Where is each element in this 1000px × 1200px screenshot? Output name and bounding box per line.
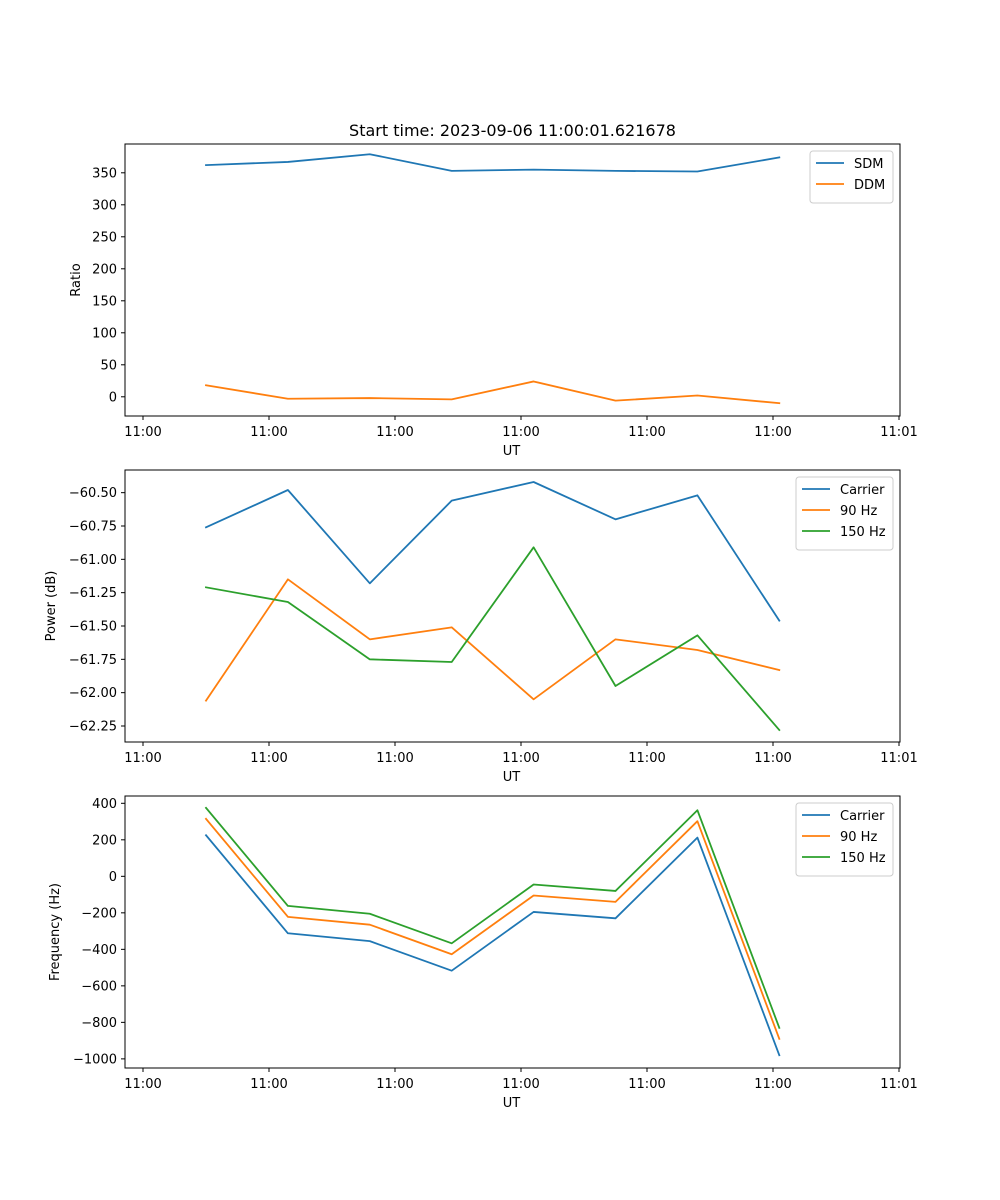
chart-figure: Start time: 2023-09-06 11:00:01.621678 11… xyxy=(0,0,1000,1200)
y-tick-label: −61.00 xyxy=(69,553,117,568)
x-tick-label: 11:00 xyxy=(502,751,539,766)
y-axis-label: Power (dB) xyxy=(44,571,59,642)
y-tick-label: −62.00 xyxy=(69,686,117,701)
y-tick-label: 0 xyxy=(109,870,117,885)
y-tick-label: −1000 xyxy=(73,1052,117,1067)
y-tick-label: 50 xyxy=(100,358,117,373)
y-tick-label: 200 xyxy=(92,262,117,277)
y-tick-label: −60.50 xyxy=(69,486,117,501)
x-tick-label: 11:00 xyxy=(628,1077,665,1092)
x-tick-label: 11:00 xyxy=(754,1077,791,1092)
y-tick-label: −400 xyxy=(81,943,117,958)
x-tick-label: 11:00 xyxy=(376,425,413,440)
x-tick-label: 11:00 xyxy=(502,1077,539,1092)
x-tick-label: 11:00 xyxy=(250,751,287,766)
y-tick-label: 100 xyxy=(92,326,117,341)
y-tick-label: −61.25 xyxy=(69,586,117,601)
y-tick-label: 400 xyxy=(92,797,117,812)
legend-label: Carrier xyxy=(840,809,885,824)
y-tick-label: −800 xyxy=(81,1016,117,1031)
x-tick-label: 11:00 xyxy=(124,425,161,440)
chart-title: Start time: 2023-09-06 11:00:01.621678 xyxy=(349,121,676,140)
legend-label: SDM xyxy=(854,157,883,172)
y-tick-label: −61.50 xyxy=(69,620,117,635)
y-tick-label: −61.75 xyxy=(69,653,117,668)
x-tick-label: 11:00 xyxy=(754,425,791,440)
y-tick-label: 250 xyxy=(92,230,117,245)
x-tick-label: 11:00 xyxy=(628,751,665,766)
y-tick-label: 0 xyxy=(109,390,117,405)
y-tick-label: −62.25 xyxy=(69,720,117,735)
legend-label: 90 Hz xyxy=(840,830,877,845)
y-axis-label: Ratio xyxy=(69,263,84,296)
y-tick-label: −600 xyxy=(81,979,117,994)
x-tick-label: 11:00 xyxy=(628,425,665,440)
x-tick-label: 11:00 xyxy=(754,751,791,766)
legend-label: 150 Hz xyxy=(840,851,886,866)
legend-label: DDM xyxy=(854,178,885,193)
x-axis-label: UT xyxy=(503,1096,521,1111)
y-axis-label: Frequency (Hz) xyxy=(48,883,63,981)
x-tick-label: 11:00 xyxy=(376,1077,413,1092)
x-tick-label: 11:00 xyxy=(124,751,161,766)
y-tick-label: −200 xyxy=(81,906,117,921)
x-tick-label: 11:00 xyxy=(250,425,287,440)
y-tick-label: 200 xyxy=(92,833,117,848)
legend-label: Carrier xyxy=(840,483,885,498)
x-axis-label: UT xyxy=(503,444,521,459)
x-tick-label: 11:00 xyxy=(250,1077,287,1092)
legend-label: 90 Hz xyxy=(840,504,877,519)
x-tick-label: 11:00 xyxy=(502,425,539,440)
x-tick-label: 11:01 xyxy=(880,1077,917,1092)
x-tick-label: 11:00 xyxy=(376,751,413,766)
x-tick-label: 11:01 xyxy=(880,751,917,766)
y-tick-label: 300 xyxy=(92,198,117,213)
y-tick-label: 350 xyxy=(92,166,117,181)
x-tick-label: 11:00 xyxy=(124,1077,161,1092)
x-tick-label: 11:01 xyxy=(880,425,917,440)
y-tick-label: 150 xyxy=(92,294,117,309)
x-axis-label: UT xyxy=(503,770,521,785)
legend-label: 150 Hz xyxy=(840,525,886,540)
y-tick-label: −60.75 xyxy=(69,520,117,535)
